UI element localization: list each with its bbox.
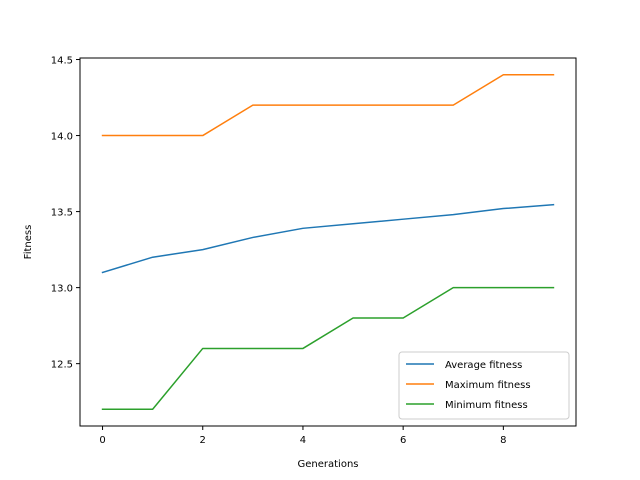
y-axis-ticks: 12.5 13.0 13.5 14.0 14.5 <box>51 56 80 371</box>
y-tick-label: 14.0 <box>51 132 73 143</box>
legend-label: Maximum fitness <box>445 380 531 391</box>
plot-lines <box>101 73 555 411</box>
x-axis-label: Generations <box>298 459 359 470</box>
legend-label: Average fitness <box>445 360 522 371</box>
x-tick-label: 0 <box>99 435 105 446</box>
legend-label: Minimum fitness <box>445 400 528 411</box>
x-axis-ticks: 0 2 4 6 8 <box>99 426 507 446</box>
x-tick-label: 8 <box>500 435 506 446</box>
series-line-1 <box>101 203 555 274</box>
y-axis-label: Fitness <box>23 225 34 260</box>
x-tick-label: 2 <box>200 435 206 446</box>
y-tick-label: 12.5 <box>51 360 73 371</box>
series-line-2 <box>101 73 555 137</box>
x-tick-label: 4 <box>300 435 306 446</box>
legend-box <box>398 351 570 420</box>
y-tick-label: 14.5 <box>51 56 73 67</box>
x-tick-label: 6 <box>400 435 406 446</box>
y-tick-label: 13.5 <box>51 208 73 219</box>
y-tick-label: 13.0 <box>51 284 73 295</box>
series-line-3 <box>101 286 555 411</box>
plot-frame <box>79 57 577 427</box>
legend: Average fitness Maximum fitness Minimum fi… <box>398 351 570 420</box>
